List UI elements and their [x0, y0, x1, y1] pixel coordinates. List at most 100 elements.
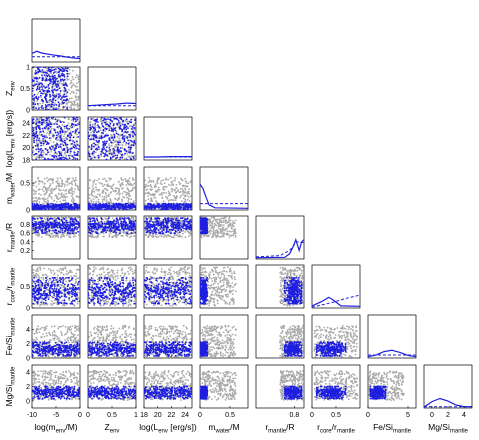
prior-point [56, 177, 59, 180]
posterior-point [91, 217, 94, 220]
prior-point [57, 198, 59, 201]
prior-point [53, 217, 56, 220]
posterior-point [49, 223, 52, 226]
posterior-point [128, 151, 131, 154]
prior-point [44, 188, 47, 191]
prior-point [119, 192, 121, 195]
posterior-point [42, 142, 45, 145]
posterior-point [172, 202, 175, 205]
posterior-point [145, 205, 148, 208]
posterior-point [171, 220, 174, 223]
posterior-point [127, 139, 129, 142]
posterior-point [91, 126, 93, 128]
prior-point [130, 155, 133, 158]
posterior-point [75, 220, 78, 223]
posterior-point [185, 209, 187, 210]
prior-point [51, 192, 53, 195]
posterior-point [172, 227, 175, 230]
posterior-point [110, 224, 112, 227]
prior-point [43, 92, 46, 95]
prior-point [181, 193, 184, 196]
prior-point [62, 189, 65, 192]
posterior-point [108, 139, 111, 141]
posterior-point [52, 83, 54, 85]
posterior-point [109, 119, 112, 122]
posterior-point [102, 136, 104, 139]
prior-point [64, 195, 66, 198]
posterior-point [88, 202, 91, 205]
posterior-point [95, 121, 97, 123]
posterior-point [124, 126, 126, 129]
prior-point [174, 199, 177, 202]
posterior-point [92, 126, 95, 129]
prior-point [187, 182, 190, 185]
prior-point [45, 91, 48, 93]
posterior-point [61, 227, 64, 230]
prior-point [184, 231, 187, 233]
posterior-point [111, 136, 114, 139]
prior-point [108, 235, 111, 238]
prior-point [56, 139, 59, 142]
posterior-point [61, 231, 64, 234]
posterior-point [68, 157, 71, 160]
posterior-point [124, 222, 127, 225]
prior-point [175, 191, 178, 194]
posterior-point [32, 221, 34, 224]
posterior-point [34, 226, 37, 229]
posterior-point [129, 225, 132, 228]
prior-point [115, 130, 118, 133]
posterior-point [74, 129, 77, 132]
posterior-point [77, 150, 79, 153]
posterior-point [52, 101, 54, 104]
posterior-point [33, 153, 35, 156]
posterior-point [106, 123, 108, 125]
prior-point [92, 188, 95, 191]
posterior-point [127, 146, 130, 149]
prior-point [75, 195, 78, 198]
posterior-point [58, 154, 60, 157]
posterior-point [37, 144, 39, 146]
posterior-point [51, 223, 54, 226]
posterior-point [44, 104, 47, 106]
prior-point [168, 183, 170, 186]
posterior-point [100, 150, 103, 153]
posterior-point [134, 133, 136, 136]
prior-point [169, 216, 171, 219]
prior-point [43, 198, 45, 201]
posterior-point [45, 153, 47, 156]
posterior-point [63, 69, 66, 72]
prior-point [55, 157, 57, 160]
posterior-point [117, 141, 120, 144]
posterior-point [164, 208, 167, 210]
prior-point [67, 99, 70, 101]
posterior-point [147, 226, 149, 229]
posterior-point [38, 139, 40, 142]
posterior-point [55, 89, 57, 92]
prior-point [57, 233, 60, 235]
posterior-point [44, 96, 46, 99]
posterior-point [35, 95, 37, 98]
posterior-point [35, 126, 38, 128]
posterior-point [150, 230, 153, 232]
posterior-point [52, 91, 54, 94]
posterior-point [66, 138, 68, 140]
prior-point [102, 190, 105, 193]
prior-point [182, 197, 185, 200]
posterior-point [65, 219, 68, 222]
prior-point [169, 193, 171, 196]
posterior-point [112, 124, 115, 127]
posterior-point [104, 208, 106, 210]
posterior-point [66, 143, 69, 146]
posterior-point [159, 228, 162, 230]
posterior-point [154, 207, 156, 210]
posterior-point [102, 148, 104, 151]
prior-point [33, 190, 36, 193]
posterior-point [115, 222, 118, 225]
posterior-point [96, 124, 99, 126]
prior-point [119, 139, 122, 142]
prior-point [124, 119, 126, 122]
posterior-point [178, 204, 181, 207]
posterior-point [163, 206, 166, 208]
posterior-point [187, 225, 189, 228]
posterior-point [74, 157, 77, 160]
